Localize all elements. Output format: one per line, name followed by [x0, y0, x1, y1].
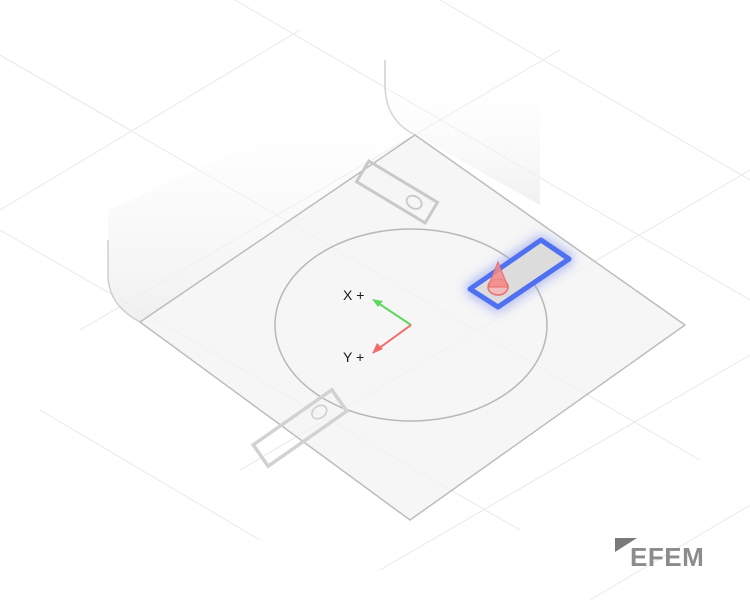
- left-wall: [108, 70, 415, 322]
- x-axis-label: X +: [343, 287, 364, 303]
- front-slot-fixture[interactable]: [250, 387, 350, 469]
- rear-wall: [385, 60, 540, 205]
- logo-text: EFEM: [630, 542, 705, 572]
- left-wall-edge: [107, 240, 141, 323]
- rear-slot-fixture[interactable]: [354, 159, 440, 225]
- y-axis-label: Y +: [343, 349, 364, 365]
- logo-mark-icon: [615, 538, 637, 552]
- floor-plate: [139, 134, 686, 521]
- position-marker[interactable]: [487, 260, 509, 296]
- y-axis-arrow: [372, 324, 412, 354]
- turntable-circle[interactable]: [274, 228, 548, 422]
- efem-logo: EFEM: [613, 536, 713, 576]
- x-axis-arrow: [372, 299, 412, 326]
